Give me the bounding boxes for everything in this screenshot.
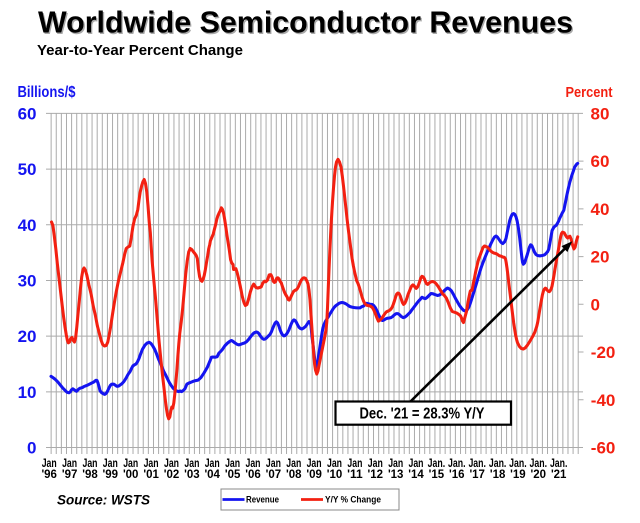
svg-text:-40: -40 [591,391,616,410]
svg-text:0: 0 [27,439,36,458]
svg-text:'05: '05 [225,469,241,481]
svg-text:Jan: Jan [62,458,77,470]
svg-text:Year-to-Year Percent Change: Year-to-Year Percent Change [37,42,243,59]
svg-text:'06: '06 [245,469,261,481]
svg-text:'02: '02 [164,469,180,481]
svg-text:'19: '19 [510,469,526,481]
svg-text:Jan: Jan [83,458,98,470]
svg-text:Jan: Jan [246,458,261,470]
svg-text:20: 20 [18,327,37,346]
svg-text:Jan: Jan [307,458,322,470]
svg-text:Jan: Jan [164,458,179,470]
svg-text:Jan: Jan [103,458,118,470]
svg-text:'97: '97 [62,469,78,481]
svg-text:Jan: Jan [205,458,220,470]
svg-text:80: 80 [591,105,610,124]
svg-text:0: 0 [591,295,600,314]
svg-text:Jan: Jan [266,458,281,470]
svg-text:'14: '14 [408,469,424,481]
svg-text:Jan: Jan [184,458,199,470]
svg-text:'09: '09 [306,469,322,481]
svg-text:'17: '17 [469,469,485,481]
svg-text:'12: '12 [368,469,384,481]
svg-text:Jan: Jan [123,458,138,470]
svg-text:Jan: Jan [225,458,240,470]
svg-text:Jan: Jan [368,458,383,470]
svg-text:Jan: Jan [327,458,342,470]
svg-text:Jan.: Jan. [550,458,568,470]
svg-text:Source: WSTS: Source: WSTS [57,493,150,508]
svg-text:50: 50 [18,160,37,179]
svg-text:Worldwide Semiconductor Revenu: Worldwide Semiconductor Revenues [39,6,574,41]
svg-text:Jan.: Jan. [509,458,527,470]
svg-text:'21: '21 [551,469,567,481]
svg-text:'03: '03 [184,469,200,481]
svg-text:'04: '04 [204,469,220,481]
svg-text:Percent: Percent [566,85,613,101]
svg-text:'98: '98 [82,469,98,481]
svg-text:'11: '11 [347,469,363,481]
svg-text:60: 60 [591,152,610,171]
svg-text:-20: -20 [591,343,616,362]
svg-text:Worldwide Semiconductor Revenu: Worldwide Semiconductor Revenues [38,5,573,40]
svg-text:Jan: Jan [144,458,159,470]
svg-text:20: 20 [591,248,610,267]
svg-text:10: 10 [18,383,37,402]
svg-text:Jan: Jan [347,458,362,470]
svg-text:-60: -60 [591,439,616,458]
svg-text:Jan.: Jan. [530,458,548,470]
svg-text:'16: '16 [449,469,465,481]
svg-text:Jan: Jan [409,458,424,470]
svg-text:Jan: Jan [388,458,403,470]
svg-text:'07: '07 [266,469,282,481]
svg-text:Jan: Jan [42,458,57,470]
svg-text:60: 60 [18,105,37,124]
svg-text:'13: '13 [388,469,404,481]
svg-text:Revenue: Revenue [246,495,279,506]
svg-text:Billions/$: Billions/$ [18,84,76,101]
svg-text:Jan: Jan [286,458,301,470]
svg-text:'99: '99 [103,469,119,481]
svg-text:'01: '01 [143,469,159,481]
svg-text:'10: '10 [327,469,343,481]
svg-text:'96: '96 [41,469,57,481]
svg-text:40: 40 [591,200,610,219]
svg-text:40: 40 [18,216,37,235]
svg-text:'08: '08 [286,469,302,481]
svg-text:'15: '15 [429,469,445,481]
svg-text:Jan.: Jan. [428,458,446,470]
svg-text:'18: '18 [490,469,506,481]
svg-text:Dec. '21 = 28.3% Y/Y: Dec. '21 = 28.3% Y/Y [360,405,485,422]
svg-text:Jan.: Jan. [448,458,466,470]
svg-text:'20: '20 [531,469,547,481]
svg-text:30: 30 [18,272,37,291]
svg-text:Jan.: Jan. [489,458,507,470]
svg-text:Y/Y % Change: Y/Y % Change [325,495,381,506]
svg-text:Jan.: Jan. [468,458,486,470]
svg-text:'00: '00 [123,469,139,481]
